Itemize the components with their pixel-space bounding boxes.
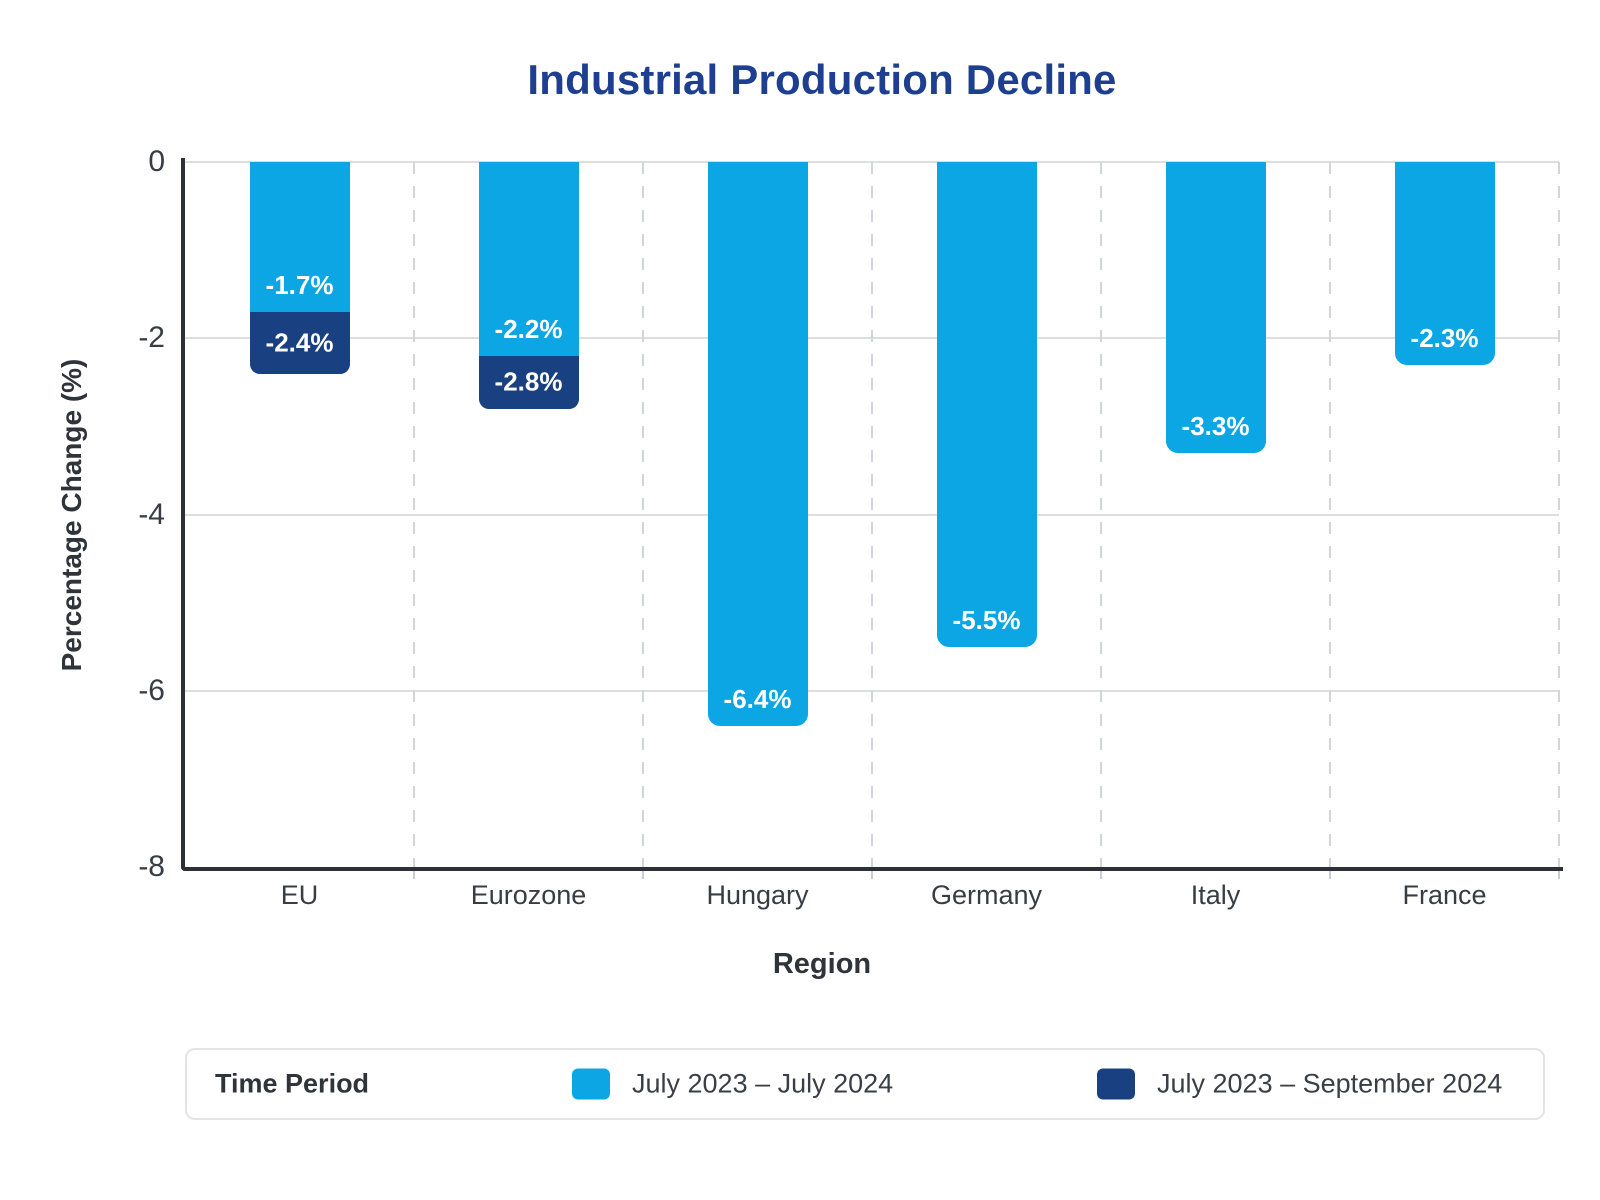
bar-value-label: -6.4% (723, 684, 792, 714)
bar-segment-germany-light: -5.5% (936, 162, 1037, 647)
bar-value-label: -5.5% (952, 604, 1021, 635)
legend-item: July 2023 – July 2024 (572, 1068, 894, 1100)
v-gridline (871, 162, 873, 867)
x-axis-tick (1100, 871, 1102, 879)
legend-item: July 2023 – September 2024 (1097, 1068, 1503, 1100)
v-gridline (642, 162, 644, 867)
bar-value-label: -2.3% (1410, 322, 1479, 353)
y-tick-label: -2 (138, 321, 165, 355)
x-tick-label: EU (280, 880, 319, 910)
y-tick-label: -6 (138, 673, 165, 707)
y-tick-label: 0 (148, 145, 165, 178)
x-tick-label: Italy (1190, 880, 1241, 910)
v-gridline (413, 162, 415, 867)
bar-segment-hungary-light: -6.4% (707, 162, 808, 726)
x-axis-tick (871, 871, 873, 879)
bar-value-label: -2.8% (494, 366, 563, 397)
y-tick-label: -8 (138, 850, 165, 883)
x-axis-tick (413, 871, 415, 879)
legend-item-label: July 2023 – July 2024 (632, 1068, 894, 1099)
bar-segment-italy-light: -3.3% (1165, 162, 1266, 453)
v-gridline (1329, 162, 1331, 867)
legend-swatch-light-blue (572, 1068, 610, 1100)
legend-title: Time Period (215, 1068, 370, 1099)
legend: Time Period July 2023 – July 2024 July 2… (185, 1048, 1545, 1120)
x-axis-line (181, 867, 1563, 871)
bar-segment-france-light: -2.3% (1394, 162, 1495, 365)
y-axis-line (181, 158, 185, 871)
bar-segment-eu-light: -1.7% (249, 162, 350, 312)
bar-value-label: -1.7% (265, 269, 334, 300)
v-gridline (1100, 162, 1102, 867)
x-tick-label: Germany (930, 880, 1043, 910)
x-axis-tick (1558, 871, 1560, 879)
y-tick-label: -4 (138, 497, 165, 531)
page-title: Industrial Production Decline (527, 56, 1117, 103)
legend-item-label: July 2023 – September 2024 (1157, 1068, 1503, 1099)
bar-value-label: -3.3% (1181, 410, 1250, 441)
x-axis-tick (1329, 871, 1331, 879)
x-tick-label: France (1402, 880, 1487, 910)
x-axis-tick (642, 871, 644, 879)
v-gridline (1558, 162, 1560, 867)
bar-segment-eu-dark: -2.4% (249, 311, 350, 374)
legend-swatch-dark-blue (1097, 1068, 1135, 1100)
bar-value-label: -2.2% (494, 313, 563, 344)
x-axis-title: Region (772, 948, 872, 980)
bar-segment-eurozone-light: -2.2% (478, 162, 579, 356)
x-tick-label: Eurozone (470, 880, 587, 910)
x-tick-label: Hungary (706, 880, 809, 910)
bar-value-label: -2.4% (265, 327, 334, 358)
bar-segment-eurozone-dark: -2.8% (478, 355, 579, 409)
